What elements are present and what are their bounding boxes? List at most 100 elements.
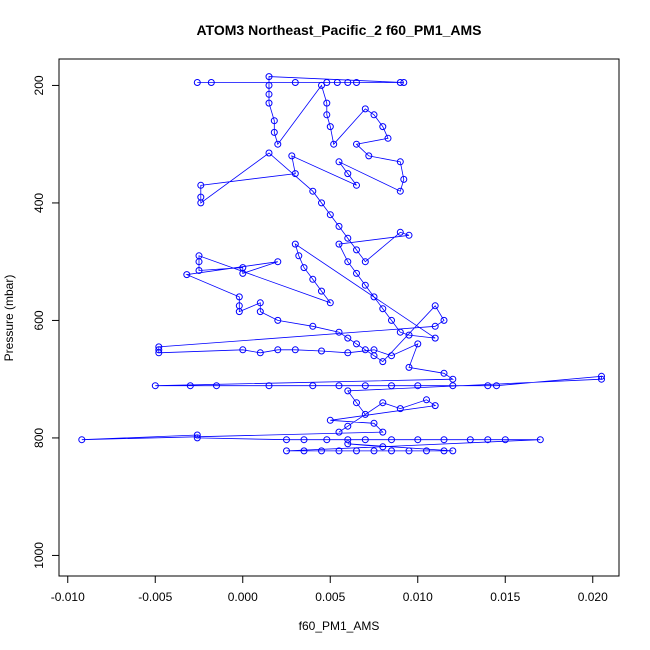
data-point [405,363,413,371]
data-point [370,111,378,119]
data-point [353,447,360,455]
data-point [405,331,413,339]
data-point [318,347,325,355]
data-point [318,287,325,295]
data-point [326,123,334,131]
data-point [431,322,439,330]
data-point [353,140,360,148]
data-point [309,382,317,390]
data-point [396,187,404,195]
data-point [256,308,264,316]
data-point [370,346,378,354]
data-point [353,246,360,254]
data-point [344,79,352,86]
y-tick-label: 200 [32,75,46,95]
y-axis: 200 400 600 800 1000 [32,75,60,569]
data-point [155,349,163,357]
data-point [323,436,331,444]
x-tick-label: 0.000 [228,590,258,604]
data-point [440,436,448,444]
data-point [274,140,282,148]
x-tick-label: 0.020 [578,590,608,604]
data-point [235,293,243,301]
data-point [288,152,296,160]
data-point [388,352,395,360]
data-point [323,99,331,107]
data-point [265,99,273,107]
x-axis: -0.010 -0.005 0.000 0.005 0.010 0.015 0.020 [51,575,608,604]
data-point [598,375,605,383]
data-point [396,328,404,336]
data-point [300,436,308,444]
data-point [370,419,378,427]
data-point [265,149,273,157]
data-point [431,302,439,310]
data-point [414,436,422,444]
data-point [197,199,205,207]
data-point [265,81,273,89]
data-point [440,316,448,324]
x-tick-label: 0.010 [403,590,433,604]
data-point [501,436,509,444]
x-tick-label: -0.005 [138,590,172,604]
data-point [361,410,369,418]
data-point [361,382,369,390]
data-point [265,73,273,81]
data-point [265,90,273,98]
data-point [291,346,299,354]
data-point [151,382,159,390]
data-point [265,382,273,390]
data-point [335,328,343,336]
data-point [318,81,325,89]
data-point [155,346,163,354]
data-point [379,399,387,407]
data-point [400,175,408,183]
data-point [318,199,325,207]
data-point [195,267,203,274]
data-point [335,428,343,436]
data-point [183,271,191,279]
data-point [330,140,338,148]
data-point [344,334,352,342]
data-point [388,316,395,324]
data-point [361,281,369,289]
data-point [344,436,352,444]
chart-title: ATOM3 Northeast_Pacific_2 f60_PM1_AMS [196,22,481,38]
data-point [353,340,360,348]
data-point [300,447,308,455]
data-point [309,187,317,195]
data-point [326,416,334,424]
data-point [323,79,331,86]
data-point [405,231,413,239]
data-point [309,275,317,283]
data-point [344,170,352,178]
data-point [440,447,448,455]
data-point [323,111,331,119]
data-point [333,79,341,86]
data-point [379,428,387,436]
data-point [344,234,352,242]
data-point [256,349,264,357]
data-point [353,181,360,189]
data-point [388,447,395,455]
data-point [361,346,369,354]
data-point [335,382,343,390]
data-point [239,269,247,277]
data-point [239,346,247,354]
data-point [193,434,201,442]
data-point [335,222,343,230]
data-point [449,447,457,455]
data-point [484,436,492,444]
data-point [344,422,352,430]
data-point [291,170,299,178]
data-point [197,181,205,189]
data-point [466,436,474,444]
data-point [400,79,408,86]
data-point [295,252,303,260]
data-point [396,405,404,413]
data-point [270,128,278,136]
data-point [207,79,215,86]
data-point [274,346,282,354]
data-point [283,447,290,455]
